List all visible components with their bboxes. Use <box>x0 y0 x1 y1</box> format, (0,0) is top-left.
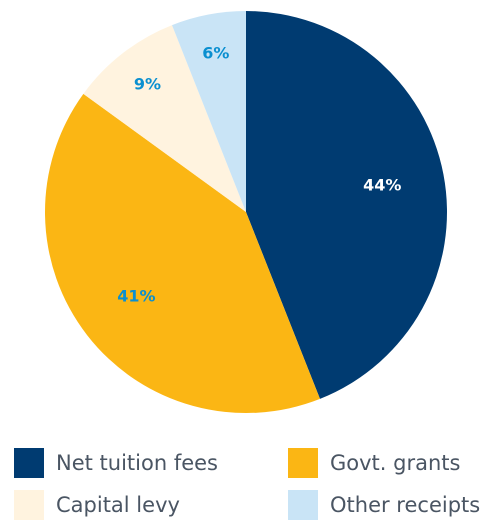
legend-item-capital-levy: Capital levy <box>14 488 180 522</box>
pie-slice-net-tuition-fees <box>246 11 447 399</box>
slice-label-govt-grants: 41% <box>117 287 155 306</box>
legend-label-capital-levy: Capital levy <box>56 493 180 517</box>
pie-chart: 44% 41% 9% 6% <box>45 11 447 413</box>
legend-swatch-capital-levy <box>14 490 44 520</box>
legend-item-other-receipts: Other receipts <box>288 488 480 522</box>
legend-item-net-tuition-fees: Net tuition fees <box>14 446 218 480</box>
legend-label-govt-grants: Govt. grants <box>330 451 461 475</box>
slice-label-capital-levy: 9% <box>134 74 161 93</box>
legend-label-net-tuition-fees: Net tuition fees <box>56 451 218 475</box>
legend: Net tuition fees Govt. grants Capital le… <box>0 440 501 522</box>
pie-slice-govt-grants <box>45 93 320 413</box>
pie-slice-capital-levy <box>83 25 247 212</box>
legend-swatch-govt-grants <box>288 448 318 478</box>
legend-swatch-net-tuition-fees <box>14 448 44 478</box>
slice-label-other-receipts: 6% <box>202 44 229 63</box>
slice-label-net-tuition-fees: 44% <box>363 176 401 195</box>
legend-item-govt-grants: Govt. grants <box>288 446 460 480</box>
legend-swatch-other-receipts <box>288 490 318 520</box>
legend-label-other-receipts: Other receipts <box>330 493 481 517</box>
pie-slice-other-receipts <box>172 11 246 212</box>
